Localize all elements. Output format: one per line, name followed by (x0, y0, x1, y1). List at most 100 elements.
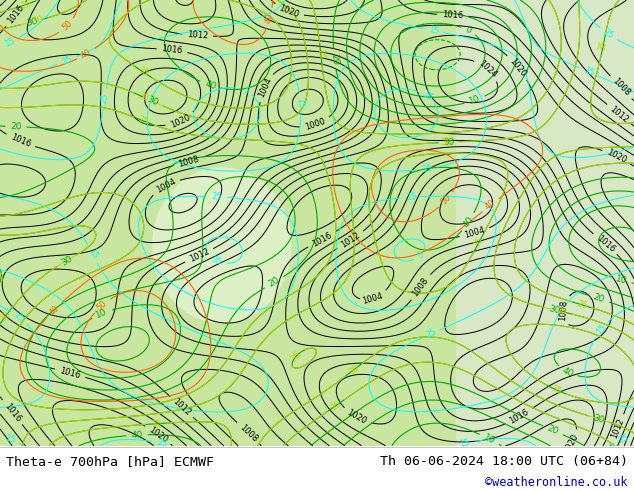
Text: 1008: 1008 (178, 154, 200, 169)
Text: 5: 5 (241, 86, 250, 96)
Text: 30: 30 (137, 91, 150, 103)
Text: 15: 15 (594, 322, 608, 336)
Text: 1016: 1016 (161, 45, 183, 56)
Text: 30: 30 (32, 15, 44, 26)
Text: 25: 25 (100, 93, 110, 104)
Text: 20: 20 (267, 275, 281, 289)
Text: 5: 5 (416, 251, 425, 261)
Text: 20: 20 (546, 424, 560, 437)
Text: 50: 50 (439, 193, 453, 207)
Text: 25: 25 (617, 433, 630, 445)
Text: 40: 40 (204, 79, 217, 91)
Text: 1012: 1012 (188, 247, 210, 264)
Text: 30: 30 (592, 413, 605, 425)
Text: 25: 25 (424, 328, 437, 340)
Text: 20: 20 (329, 53, 340, 66)
Text: 15: 15 (3, 36, 16, 49)
Text: 1020: 1020 (278, 3, 301, 19)
Text: 20: 20 (10, 122, 22, 131)
Text: 35: 35 (289, 349, 303, 363)
Text: 1020: 1020 (562, 432, 579, 455)
Text: 15: 15 (427, 25, 439, 36)
Text: 1008: 1008 (611, 76, 631, 98)
Text: 25: 25 (157, 438, 169, 449)
Text: 10: 10 (468, 94, 482, 106)
Text: 35: 35 (550, 384, 563, 396)
Text: 1016: 1016 (9, 133, 32, 149)
Text: 1020: 1020 (147, 425, 169, 444)
Text: 30: 30 (441, 138, 451, 147)
FancyBboxPatch shape (456, 0, 634, 446)
Text: 50: 50 (95, 299, 109, 313)
Text: 1016: 1016 (442, 10, 463, 21)
Text: 15: 15 (3, 433, 16, 445)
Text: 1008: 1008 (238, 422, 259, 443)
Text: 30: 30 (347, 363, 361, 376)
Text: 1004: 1004 (361, 291, 384, 306)
Text: 25: 25 (316, 48, 326, 59)
Text: 30: 30 (548, 304, 561, 316)
Text: 1004: 1004 (256, 76, 273, 99)
Text: 1016: 1016 (59, 366, 81, 380)
Text: 1012: 1012 (610, 417, 626, 440)
Text: 35: 35 (210, 254, 223, 267)
Text: 15: 15 (459, 438, 471, 449)
Text: 35: 35 (136, 66, 150, 79)
Text: 1020: 1020 (605, 148, 628, 166)
Text: 1020: 1020 (346, 408, 368, 426)
Text: ©weatheronline.co.uk: ©weatheronline.co.uk (485, 476, 628, 489)
Text: 1020: 1020 (169, 113, 191, 129)
Text: 25: 25 (20, 0, 32, 10)
Text: 25: 25 (137, 115, 150, 127)
Text: 35: 35 (420, 89, 434, 103)
FancyBboxPatch shape (0, 0, 634, 446)
Text: 1012: 1012 (608, 104, 630, 124)
Text: 15: 15 (405, 192, 417, 202)
Text: 30: 30 (146, 95, 160, 108)
Text: 30: 30 (555, 306, 567, 317)
Text: 40: 40 (462, 215, 476, 229)
Text: 35: 35 (598, 39, 609, 51)
Text: 15: 15 (295, 98, 306, 109)
Text: 25: 25 (575, 299, 588, 311)
Text: 40: 40 (48, 303, 61, 317)
Text: 15: 15 (582, 66, 595, 78)
Text: 25: 25 (602, 27, 616, 41)
Text: 25: 25 (421, 164, 433, 174)
Text: 1016: 1016 (595, 234, 616, 254)
Text: 1016: 1016 (6, 3, 26, 25)
Text: 30: 30 (60, 254, 74, 267)
Text: 1016: 1016 (2, 401, 22, 423)
Text: 10: 10 (614, 274, 628, 286)
Text: 40: 40 (131, 430, 143, 440)
Text: 1024: 1024 (477, 59, 498, 79)
Text: Theta-e 700hPa [hPa] ECMWF: Theta-e 700hPa [hPa] ECMWF (6, 455, 214, 468)
Ellipse shape (152, 167, 292, 323)
Text: 30: 30 (443, 137, 455, 147)
Text: 30: 30 (25, 16, 39, 28)
Text: 25: 25 (329, 399, 343, 412)
Text: 40: 40 (264, 12, 276, 24)
Text: 30: 30 (0, 309, 13, 323)
Text: 1016: 1016 (311, 230, 333, 248)
Text: 40: 40 (484, 198, 498, 212)
Text: 1012: 1012 (171, 396, 192, 417)
Text: 10: 10 (482, 433, 496, 446)
Text: 25: 25 (12, 311, 26, 324)
Text: 40: 40 (79, 48, 93, 61)
Text: 35: 35 (150, 419, 162, 429)
Text: Th 06-06-2024 18:00 UTC (06+84): Th 06-06-2024 18:00 UTC (06+84) (380, 455, 628, 468)
Text: 10: 10 (94, 307, 109, 320)
Text: 1000: 1000 (304, 117, 327, 132)
Text: 20: 20 (592, 293, 605, 305)
Text: 15: 15 (86, 247, 99, 261)
Text: 1016: 1016 (508, 407, 531, 426)
Text: 35: 35 (0, 270, 6, 281)
Text: 1004: 1004 (154, 177, 177, 195)
Text: 1012: 1012 (187, 30, 209, 41)
Text: 1020: 1020 (508, 56, 527, 78)
Text: 25: 25 (211, 192, 222, 201)
Text: 50: 50 (60, 19, 74, 33)
Text: 0: 0 (463, 25, 473, 36)
Text: 1012: 1012 (339, 230, 361, 249)
